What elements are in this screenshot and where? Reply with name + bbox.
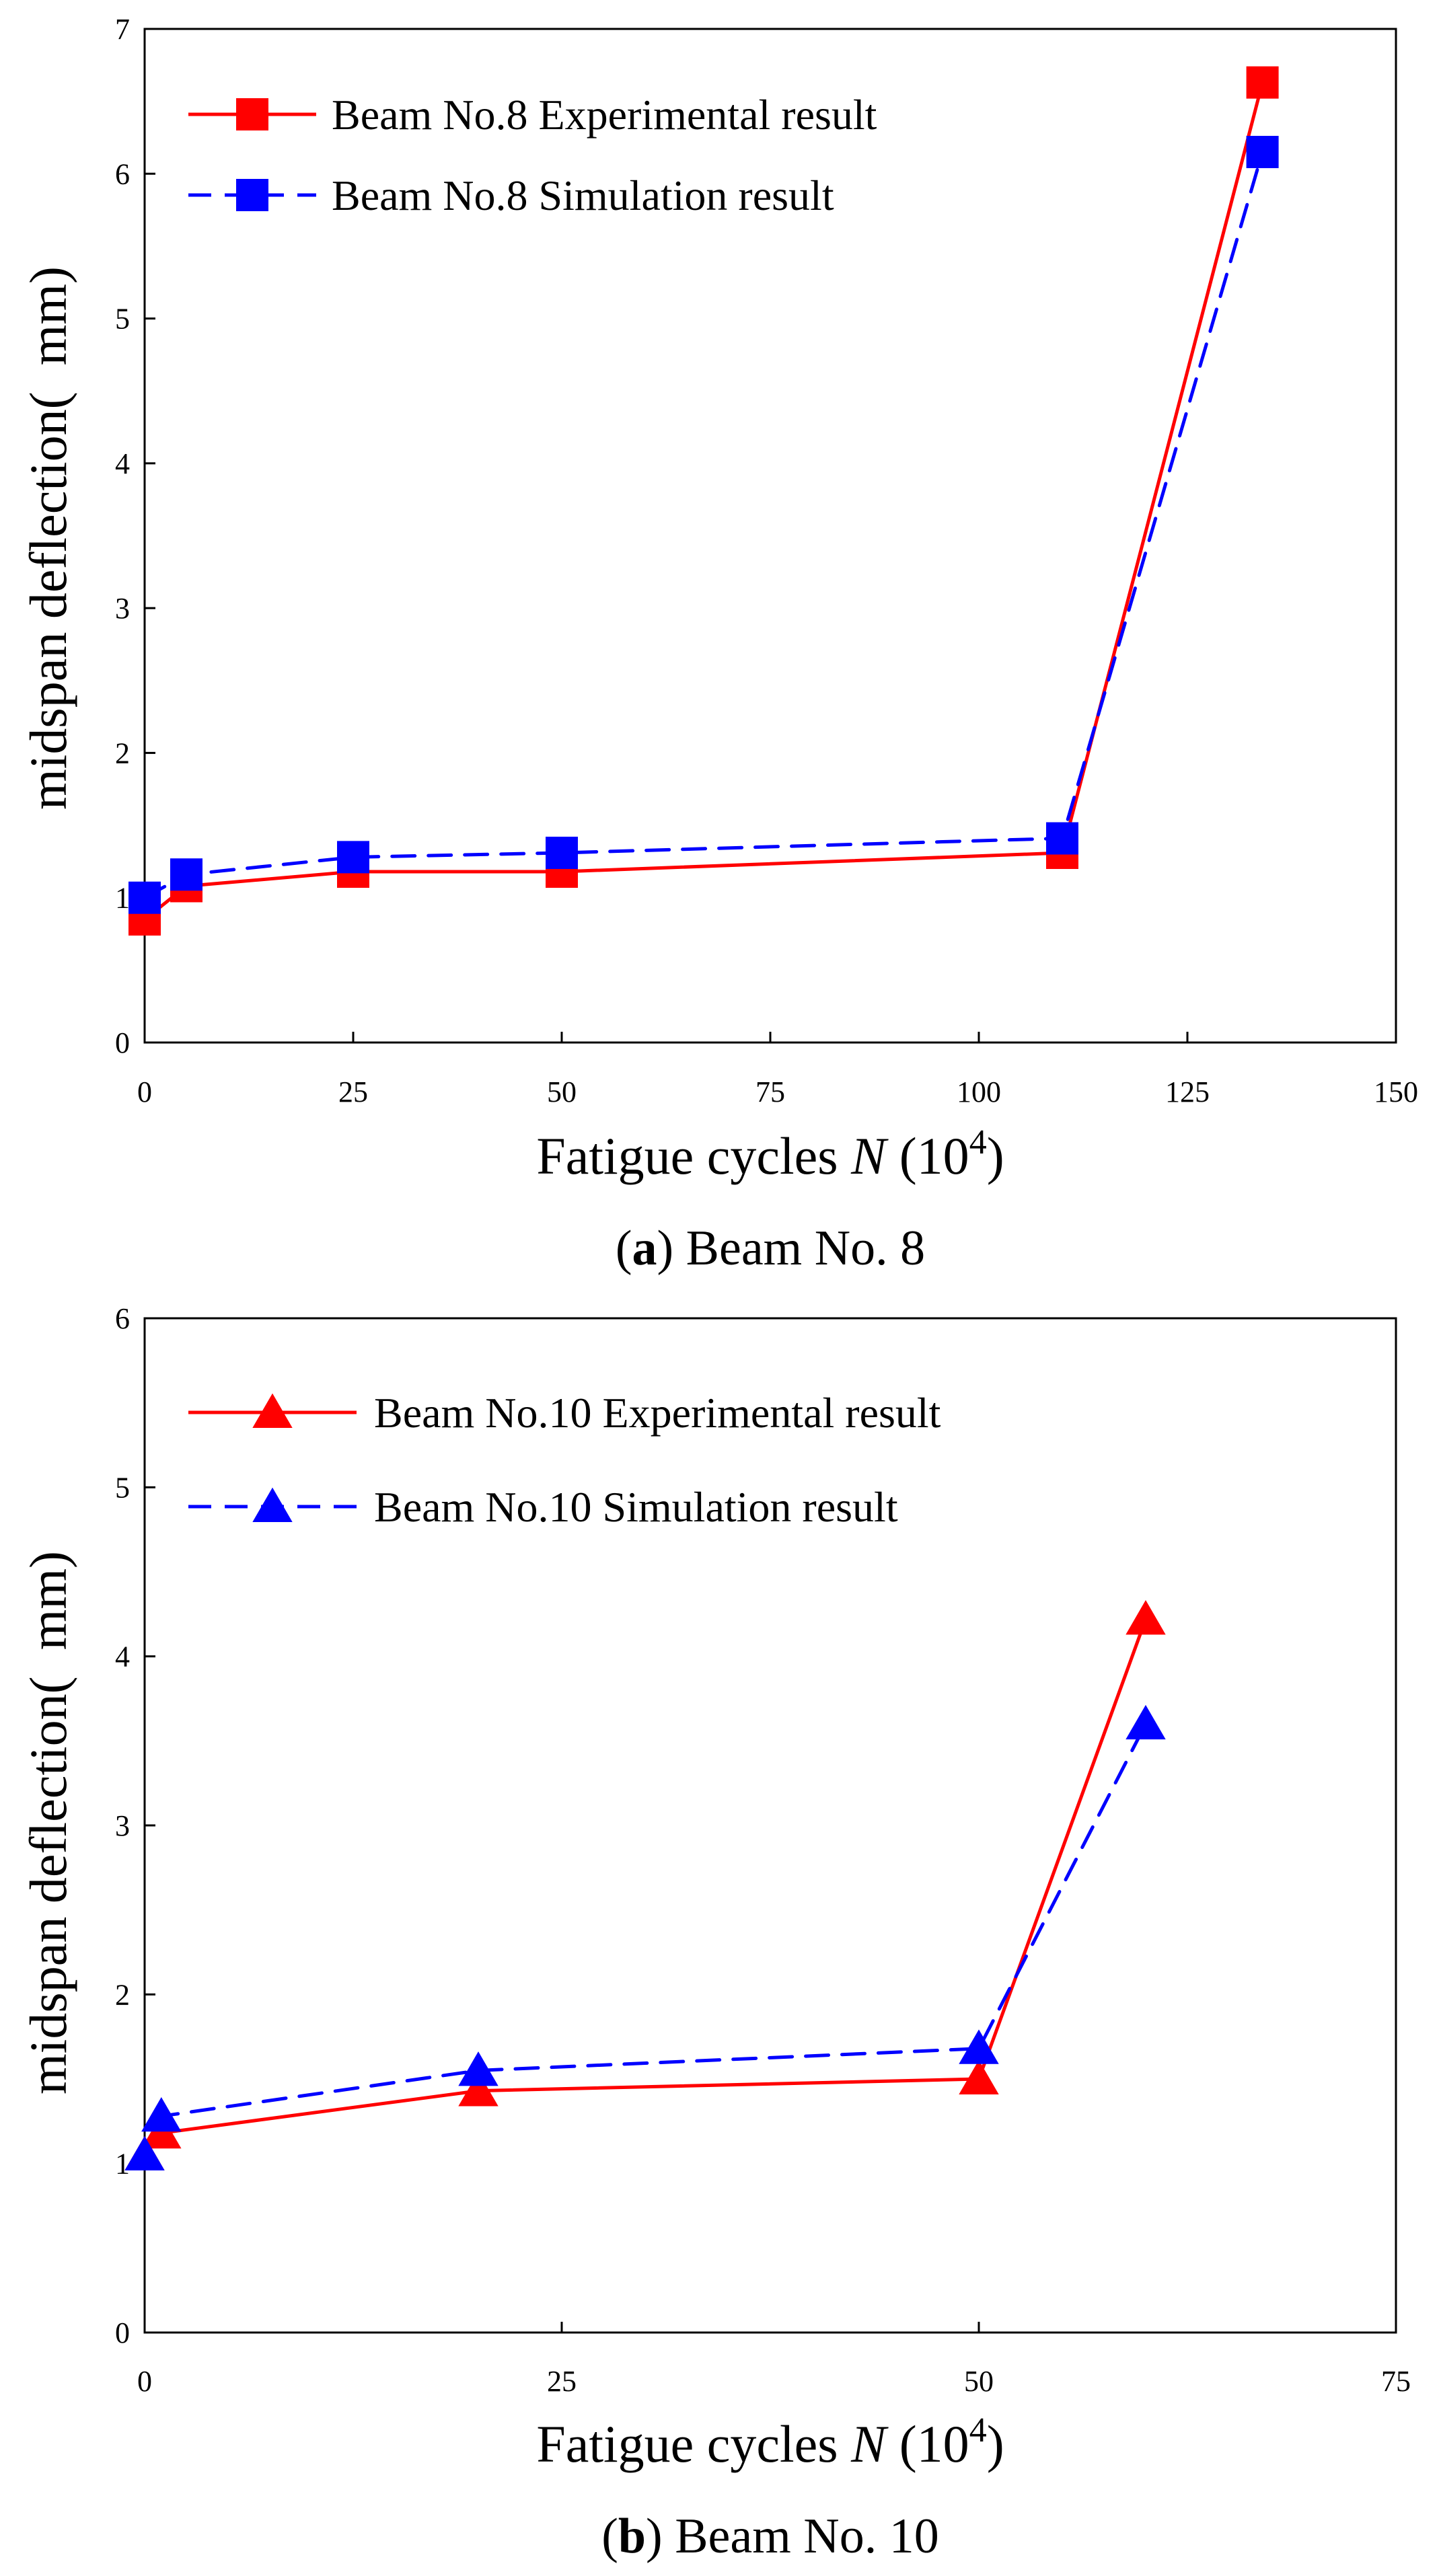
figure-caption: (b) Beam No. 10 <box>601 2509 939 2564</box>
x-tick-label: 0 <box>137 1075 152 1108</box>
y-tick-label: 1 <box>115 882 130 915</box>
x-tick-label: 25 <box>338 1075 368 1108</box>
x-tick-label: 150 <box>1374 1075 1418 1108</box>
y-tick-label: 2 <box>115 1978 130 2011</box>
series-line-0 <box>143 1617 1148 2157</box>
y-tick-label: 3 <box>115 1809 130 1842</box>
y-tick-label: 5 <box>115 1471 130 1504</box>
legend-label-1: Beam No.8 Simulation result <box>332 172 834 219</box>
legend-label-0: Beam No.8 Experimental result <box>332 91 877 139</box>
data-point-series-1 <box>959 2029 999 2064</box>
data-point-series-1 <box>128 881 161 914</box>
y-axis-label: midspan deflection( mm) <box>19 266 77 810</box>
legend-marker-1 <box>236 179 268 211</box>
data-point-series-1 <box>1126 1704 1166 1740</box>
legend-marker-0 <box>236 98 268 130</box>
series-line-1 <box>143 150 1265 900</box>
y-tick-label: 2 <box>115 736 130 769</box>
chart-panel-a: 0 25 50 75 100 125 150 0 1 2 3 4 5 6 7 Beam No.8 Experi… <box>19 13 1418 1276</box>
legend-label-1: Beam No.10 Simulation result <box>374 1483 898 1531</box>
data-point-series-1 <box>141 2096 182 2132</box>
x-tick-label: 100 <box>957 1075 1001 1108</box>
y-tick-label: 4 <box>115 447 130 480</box>
legend-marker-1 <box>252 1487 293 1522</box>
data-point-series-1 <box>1046 822 1078 855</box>
y-tick-label: 5 <box>115 303 130 336</box>
x-tick-label: 125 <box>1165 1075 1210 1108</box>
y-tick-label: 6 <box>115 1302 130 1335</box>
data-point-series-1 <box>1246 135 1279 168</box>
data-point-series-0 <box>1246 66 1279 99</box>
data-point-series-1 <box>546 836 578 869</box>
data-point-series-1 <box>170 858 202 891</box>
data-point-series-0 <box>458 2072 499 2107</box>
y-tick-label: 7 <box>115 13 130 46</box>
y-axis-label: midspan deflection( mm) <box>19 1551 77 2094</box>
y-tick-label: 4 <box>115 1640 130 1673</box>
x-tick-label: 75 <box>1381 2365 1411 2398</box>
x-tick-label: 75 <box>755 1075 785 1108</box>
y-tick-label: 3 <box>115 592 130 625</box>
plot-frame <box>143 1317 1397 2334</box>
data-point-series-1 <box>124 2135 165 2171</box>
data-point-series-1 <box>337 841 369 874</box>
legend-marker-0 <box>252 1393 293 1428</box>
chart-panel-b: 0 25 50 75 0 1 2 3 4 5 6 Beam No.10 Experimental re… <box>19 1302 1411 2564</box>
data-point-series-0 <box>959 2059 999 2094</box>
figure-caption: (a) Beam No. 8 <box>616 1221 925 1276</box>
x-axis-label: Fatigue cycles N (104) <box>536 1123 1004 1185</box>
x-tick-label: 25 <box>547 2365 577 2398</box>
x-axis-label: Fatigue cycles N (104) <box>536 2411 1004 2473</box>
x-tick-label: 0 <box>137 2365 152 2398</box>
x-tick-label: 50 <box>547 1075 577 1108</box>
y-tick-label: 0 <box>115 2316 130 2349</box>
data-point-series-0 <box>1126 1600 1166 1635</box>
y-tick-label: 1 <box>115 2148 130 2181</box>
data-point-series-1 <box>458 2051 499 2086</box>
x-tick-label: 50 <box>964 2365 994 2398</box>
y-tick-label: 0 <box>115 1026 130 1059</box>
y-tick-label: 6 <box>115 157 130 190</box>
legend-label-0: Beam No.10 Experimental result <box>374 1389 941 1437</box>
